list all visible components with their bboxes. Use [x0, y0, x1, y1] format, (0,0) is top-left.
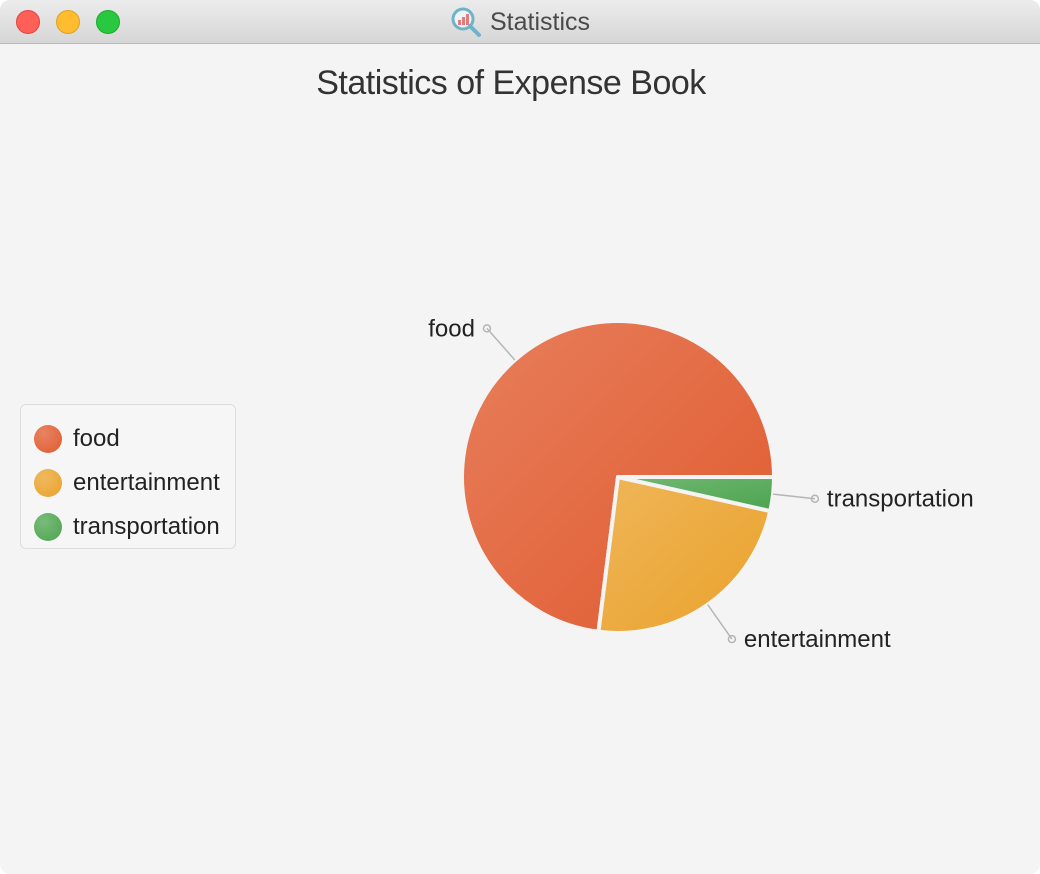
legend-item-transportation: transportation: [21, 505, 235, 549]
slice-label-entertainment: entertainment: [744, 626, 891, 653]
slice-label-transportation: transportation: [827, 486, 974, 513]
leader-dot-food: [482, 324, 492, 333]
pie-slice-transportation: [616, 475, 776, 514]
legend-swatch-entertainment: [34, 469, 62, 497]
chart-title: Statistics of Expense Book: [316, 64, 706, 102]
leader-dot-entertainment: [727, 634, 737, 644]
legend-label-food: food: [73, 425, 120, 452]
pie-slices: [460, 319, 776, 635]
close-button[interactable]: [16, 10, 40, 34]
leader-line-transportation: [772, 493, 816, 500]
title-area: Statistics: [0, 0, 1040, 44]
leader-dot-transportation: [810, 494, 820, 503]
pie-slice-entertainment: [596, 475, 773, 635]
leader-line-food: [486, 327, 516, 361]
legend-item-food: food: [21, 417, 235, 461]
legend-swatch-transportation: [34, 513, 62, 541]
chart-legend: food entertainment transportation: [20, 404, 236, 549]
slice-label-food: food: [428, 315, 475, 342]
leader-line-entertainment: [707, 604, 733, 640]
magnifier-chart-icon: [451, 7, 481, 37]
legend-label-transportation: transportation: [73, 513, 220, 540]
legend-swatch-food: [34, 425, 62, 453]
legend-item-entertainment: entertainment: [21, 461, 235, 505]
title-bar[interactable]: Statistics: [0, 0, 1040, 44]
pie-labels: food entertainment transportation: [428, 315, 973, 653]
window-title: Statistics: [489, 7, 591, 36]
legend-label-entertainment: entertainment: [73, 469, 220, 496]
minimize-button[interactable]: [56, 10, 80, 34]
zoom-button[interactable]: [96, 10, 120, 34]
